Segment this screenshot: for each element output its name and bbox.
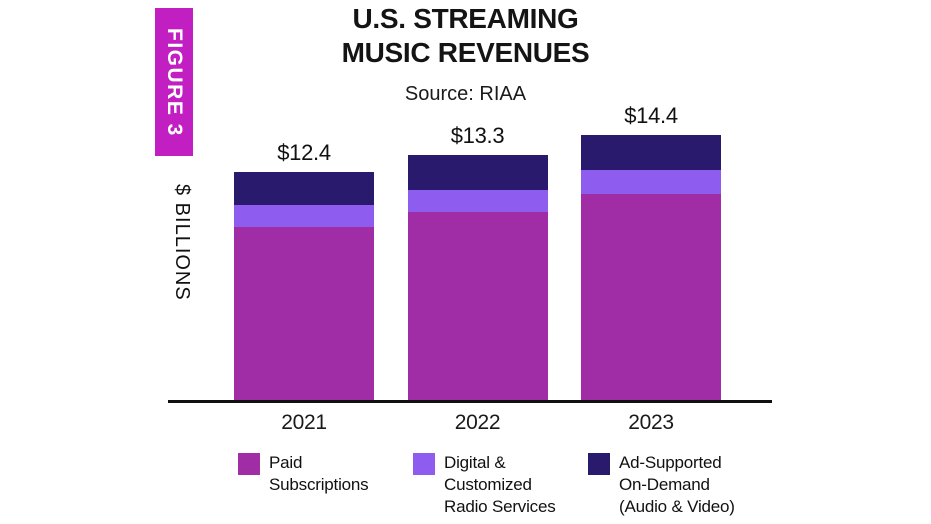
legend-item: Digital & Customized Radio Services <box>413 452 588 517</box>
bar-total-label: $13.3 <box>450 123 505 148</box>
legend-label: Ad-Supported On-Demand (Audio & Video) <box>619 453 735 516</box>
stacked-bar <box>407 155 548 400</box>
bar-column: $14.4 <box>581 103 721 400</box>
bar-segment <box>234 172 374 205</box>
legend-item: Ad-Supported On-Demand (Audio & Video) <box>588 452 735 517</box>
x-tick-label: 2022 <box>454 411 501 434</box>
x-tick-label: 2021 <box>281 411 327 434</box>
stacked-bar <box>234 172 374 400</box>
legend-label: Paid Subscriptions <box>269 453 369 494</box>
bar-segment <box>234 205 374 227</box>
source-attribution: Source: RIAA <box>404 83 527 105</box>
bar-column: $12.4 <box>234 140 374 400</box>
bar-segment <box>234 227 374 400</box>
y-axis-label: $ BILLIONS <box>171 184 193 301</box>
bar-total-label: $12.4 <box>277 140 331 165</box>
page-title-line1: U.S. STREAMING <box>352 3 579 34</box>
legend-item: Paid Subscriptions <box>238 452 413 496</box>
bar-segment <box>581 135 721 170</box>
legend-swatch <box>238 453 260 475</box>
figure-number-label: FIGURE 3 <box>163 27 186 137</box>
bar-segment <box>581 194 721 400</box>
bar-column: $13.3 <box>407 123 548 400</box>
figure-number-tab: FIGURE 3 <box>155 8 193 156</box>
page-title-line2: MUSIC REVENUES <box>341 37 590 68</box>
bar-segment <box>407 155 548 190</box>
chart-legend: Paid Subscriptions Digital & Customized R… <box>238 452 735 517</box>
legend-swatch <box>588 453 610 475</box>
x-axis-tick-labels: 2021 2022 2023 <box>168 411 772 435</box>
bar-segment <box>581 170 721 194</box>
bar-segment <box>407 212 548 400</box>
legend-label: Digital & Customized Radio Services <box>444 453 556 516</box>
plot-area: $12.4 $13.3 $14.4 <box>168 103 772 403</box>
x-tick-label: 2023 <box>628 411 674 434</box>
legend-swatch <box>413 453 435 475</box>
stacked-bar <box>581 135 721 400</box>
chart-header: U.S. STREAMING MUSIC REVENUES Source: RI… <box>0 2 931 106</box>
bar-total-label: $14.4 <box>624 103 678 128</box>
bar-segment <box>407 190 548 212</box>
